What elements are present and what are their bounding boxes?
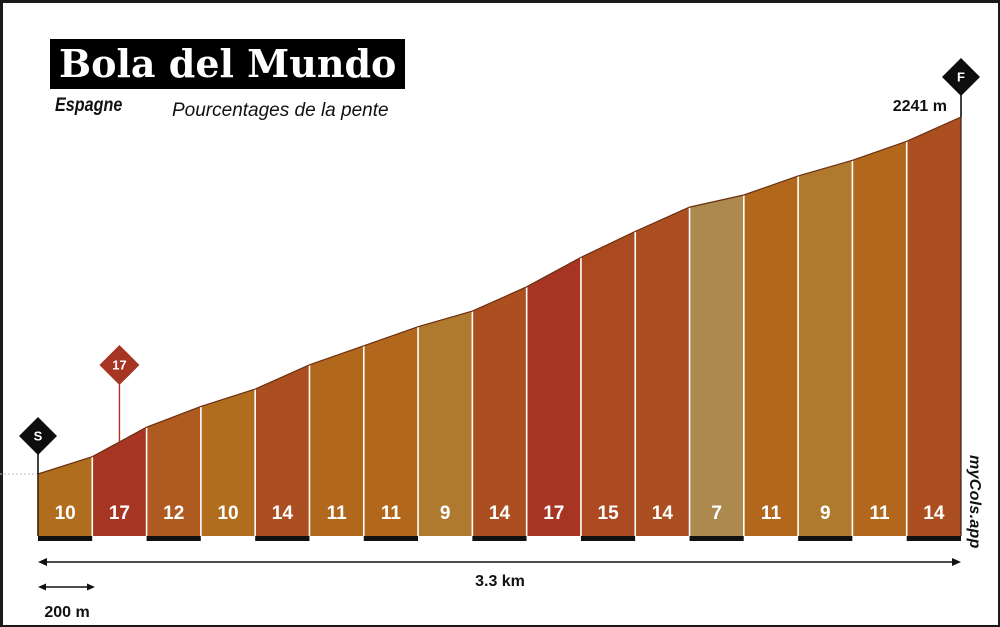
scale-arrow-right bbox=[87, 583, 95, 591]
segment-4 bbox=[200, 389, 256, 536]
segment-gradient-label: 12 bbox=[163, 503, 184, 524]
total-distance-label: 3.3 km bbox=[475, 573, 525, 590]
segment-gradient-label: 14 bbox=[272, 503, 294, 524]
segment-bar bbox=[526, 257, 581, 536]
max-gradient-marker: 17 bbox=[99, 345, 140, 385]
segment-gradient-label: 17 bbox=[109, 503, 130, 524]
segment-7 bbox=[363, 326, 419, 536]
segment-5 bbox=[255, 364, 310, 536]
segment-gradient-label: 11 bbox=[761, 503, 782, 524]
ruler-tick bbox=[200, 536, 256, 541]
segment-bar bbox=[363, 326, 419, 536]
segment-2 bbox=[92, 427, 147, 536]
segment-bar bbox=[38, 456, 93, 536]
scale-label: 200 m bbox=[44, 604, 89, 621]
ruler-tick bbox=[580, 536, 636, 541]
ruler-tick bbox=[852, 536, 907, 541]
segment-11 bbox=[580, 231, 636, 536]
segment-gradient-label: 7 bbox=[711, 503, 722, 524]
segment-bar bbox=[798, 160, 853, 536]
segment-bar bbox=[472, 286, 527, 536]
ruler-tick bbox=[526, 536, 581, 541]
segment-gradient-label: 14 bbox=[489, 503, 511, 524]
finish-marker: F bbox=[942, 58, 980, 96]
segment-10 bbox=[526, 257, 581, 536]
segment-gradient-label: 9 bbox=[820, 503, 831, 524]
chart-caption: Pourcentages de la pente bbox=[172, 100, 389, 121]
ruler-tick bbox=[92, 536, 147, 541]
ruler-tick bbox=[906, 536, 961, 541]
segment-bar bbox=[146, 406, 201, 536]
segment-bar bbox=[200, 389, 256, 536]
finish-marker-label: F bbox=[957, 70, 965, 85]
ruler-tick bbox=[309, 536, 364, 541]
segment-9 bbox=[472, 286, 527, 536]
ruler-tick bbox=[472, 536, 527, 541]
segment-bar bbox=[309, 345, 364, 536]
country-subtitle: Espagne bbox=[55, 95, 123, 116]
segment-8 bbox=[418, 311, 473, 536]
summit-altitude-label: 2241 m bbox=[893, 98, 947, 115]
segment-bar bbox=[852, 141, 907, 536]
profile-outline bbox=[37, 116, 962, 475]
ruler-tick bbox=[363, 536, 419, 541]
marker-diamond bbox=[942, 58, 980, 96]
segment-gradient-label: 11 bbox=[870, 503, 891, 524]
segment-15 bbox=[798, 160, 853, 536]
segment-gradient-label: 11 bbox=[381, 503, 402, 524]
segment-16 bbox=[852, 141, 907, 536]
segment-bar bbox=[689, 194, 744, 536]
ruler-tick bbox=[798, 536, 853, 541]
segments-layer: 10 17 12 10 14 11 11 9 14 17 15 14 7 11 9 11 14 bbox=[37, 116, 962, 536]
ruler-tick bbox=[743, 536, 799, 541]
max-gradient-label: 17 bbox=[112, 358, 126, 373]
segment-1 bbox=[38, 456, 93, 536]
segment-gradient-label: 9 bbox=[440, 503, 451, 524]
start-marker: S bbox=[19, 417, 57, 455]
ruler-tick bbox=[418, 536, 473, 541]
segment-12 bbox=[635, 207, 690, 536]
ruler-tick bbox=[255, 536, 310, 541]
segment-bar bbox=[743, 175, 799, 536]
segment-13 bbox=[689, 194, 744, 536]
segment-bar bbox=[92, 427, 147, 536]
total-distance-arrow-left bbox=[38, 558, 47, 566]
segment-3 bbox=[146, 406, 201, 536]
ruler-tick bbox=[146, 536, 201, 541]
start-marker-label: S bbox=[34, 429, 43, 444]
watermark: myCols.app bbox=[966, 455, 983, 549]
segment-bar bbox=[580, 231, 636, 536]
chart-title: Bola del Mundo bbox=[50, 39, 406, 89]
segment-14 bbox=[743, 175, 799, 536]
segment-bar bbox=[255, 364, 310, 536]
marker-layer: S F 2241 m 17 bbox=[19, 58, 980, 474]
segment-gradient-label: 15 bbox=[598, 503, 620, 524]
marker-diamond bbox=[19, 417, 57, 455]
segment-gradient-label: 14 bbox=[652, 503, 674, 524]
segment-gradient-label: 17 bbox=[543, 503, 564, 524]
axis-layer: 3.3 km 200 m bbox=[38, 558, 961, 621]
total-distance-arrow-right bbox=[952, 558, 961, 566]
segment-bar bbox=[635, 207, 690, 536]
segment-gradient-label: 14 bbox=[923, 503, 945, 524]
segment-bar bbox=[418, 311, 473, 536]
segment-17 bbox=[906, 117, 961, 536]
ruler-tick bbox=[689, 536, 744, 541]
ruler-tick bbox=[635, 536, 690, 541]
segment-bar bbox=[906, 117, 961, 536]
segment-gradient-label: 11 bbox=[327, 503, 348, 524]
scale-arrow-left bbox=[38, 583, 46, 591]
ruler-tick bbox=[38, 536, 93, 541]
segment-gradient-label: 10 bbox=[217, 503, 238, 524]
distance-ruler bbox=[38, 536, 961, 541]
marker-diamond bbox=[99, 345, 140, 385]
segment-gradient-label: 10 bbox=[55, 503, 76, 524]
segment-6 bbox=[309, 345, 364, 536]
